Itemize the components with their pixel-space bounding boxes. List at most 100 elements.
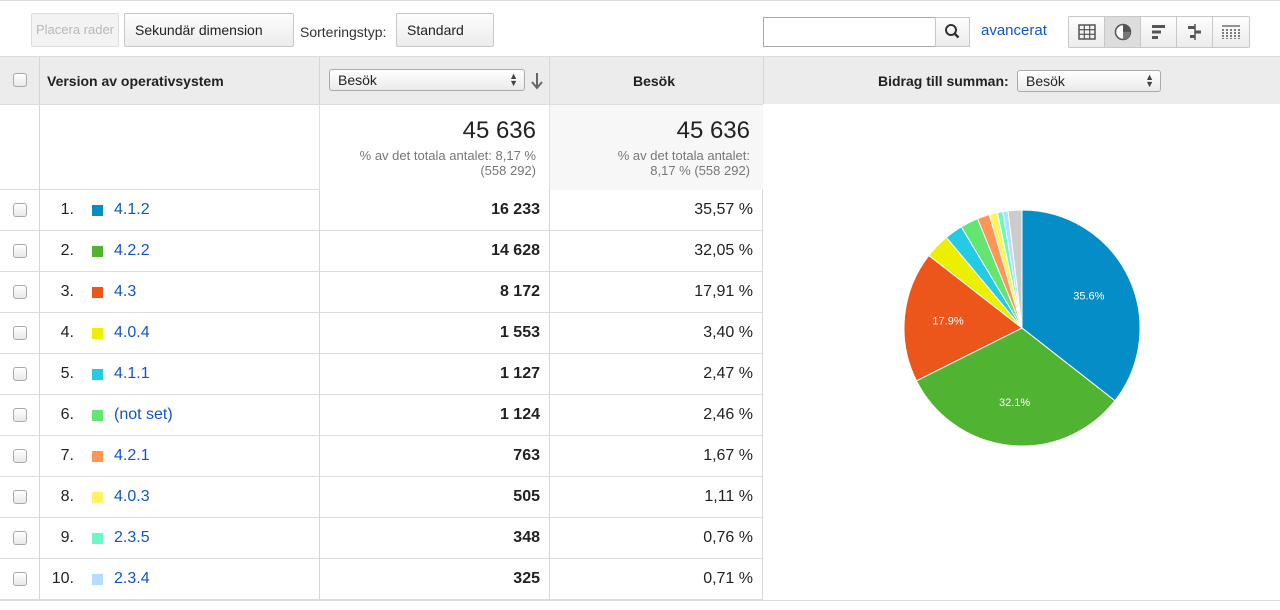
sort-descending-icon[interactable] bbox=[530, 72, 544, 90]
row-checkbox[interactable] bbox=[13, 572, 27, 586]
sort-type-dropdown[interactable]: Standard bbox=[396, 13, 494, 66]
row-number: 4. bbox=[60, 324, 74, 341]
row-number: 6. bbox=[60, 406, 74, 423]
metric-total: 45 636 bbox=[462, 117, 536, 144]
pie-view-button[interactable] bbox=[1105, 17, 1141, 47]
pie-slice[interactable] bbox=[903, 254, 1023, 382]
table-row: 6. (not set) 1 124 2,46 % bbox=[0, 395, 763, 436]
pie-chart: 35.6% 32.1% 17.9% bbox=[903, 209, 1141, 447]
sort-type-label: Sorteringstyp: bbox=[300, 24, 387, 40]
pie-slice-label: 35.6% bbox=[1073, 290, 1104, 302]
pivot-icon bbox=[1222, 25, 1240, 39]
row-label-link[interactable]: 4.1.1 bbox=[114, 365, 150, 382]
series-color-swatch bbox=[92, 246, 103, 257]
row-value: 505 bbox=[513, 488, 540, 505]
search-input[interactable] bbox=[763, 17, 936, 47]
row-value: 16 233 bbox=[491, 201, 540, 218]
table-row: 5. 4.1.1 1 127 2,47 % bbox=[0, 354, 763, 395]
series-color-swatch bbox=[92, 369, 103, 380]
row-checkbox[interactable] bbox=[13, 203, 27, 217]
table-row: 9. 2.3.5 348 0,76 % bbox=[0, 518, 763, 559]
row-label-link[interactable]: 2.3.5 bbox=[114, 529, 150, 546]
row-number: 9. bbox=[60, 529, 74, 546]
row-value: 8 172 bbox=[499, 283, 540, 300]
row-percent: 17,91 % bbox=[694, 283, 753, 300]
metric-select-value: Besök bbox=[338, 72, 377, 88]
updown-arrows-icon: ▲ ▼ bbox=[1145, 72, 1154, 89]
table-view-button[interactable] bbox=[1069, 17, 1105, 47]
row-label-link[interactable]: 4.3 bbox=[114, 283, 137, 300]
row-checkbox[interactable] bbox=[13, 531, 27, 545]
pie-chart-icon bbox=[1114, 23, 1131, 41]
row-checkbox[interactable] bbox=[13, 244, 27, 258]
row-percent: 2,46 % bbox=[703, 406, 753, 423]
row-number: 3. bbox=[60, 283, 74, 300]
pie-slice-label: 32.1% bbox=[999, 397, 1030, 409]
row-value: 14 628 bbox=[491, 242, 540, 259]
row-label-link[interactable]: 4.0.4 bbox=[114, 324, 150, 341]
table-row: 3. 4.3 8 172 17,91 % bbox=[0, 272, 763, 313]
row-checkbox[interactable] bbox=[13, 490, 27, 504]
series-color-swatch bbox=[92, 574, 103, 585]
search-icon bbox=[945, 24, 960, 39]
metric-total-overall: (558 292) bbox=[480, 163, 536, 178]
table-row: 8. 4.0.3 505 1,11 % bbox=[0, 477, 763, 518]
series-color-swatch bbox=[92, 205, 103, 216]
row-checkbox[interactable] bbox=[13, 326, 27, 340]
pie-slice[interactable] bbox=[1007, 209, 1023, 329]
table-row: 10. 2.3.4 325 0,71 % bbox=[0, 559, 763, 600]
contribution-select[interactable]: Besök ▲ ▼ bbox=[1017, 70, 1161, 92]
row-checkbox[interactable] bbox=[13, 367, 27, 381]
place-rows-button[interactable]: Placera rader bbox=[31, 13, 119, 47]
pivot-view-button[interactable] bbox=[1213, 17, 1249, 47]
row-value: 1 127 bbox=[499, 365, 540, 382]
dimension-column-header[interactable]: Version av operativsystem bbox=[47, 73, 224, 89]
series-color-swatch bbox=[92, 287, 103, 298]
series-color-swatch bbox=[92, 410, 103, 421]
row-number: 1. bbox=[60, 201, 74, 218]
bar-chart-icon bbox=[1151, 25, 1165, 39]
table-header: Version av operativsystem Besök ▲ ▼ Besök… bbox=[0, 56, 1280, 105]
table-row: 2. 4.2.2 14 628 32,05 % bbox=[0, 231, 763, 272]
row-percent: 2,47 % bbox=[703, 365, 753, 382]
metric-total-2-overall: 8,17 % (558 292) bbox=[650, 163, 750, 178]
table-row: 4. 4.0.4 1 553 3,40 % bbox=[0, 313, 763, 354]
search-button[interactable] bbox=[935, 17, 970, 47]
pie-slice[interactable] bbox=[915, 327, 1116, 447]
row-number: 10. bbox=[51, 570, 74, 587]
series-color-swatch bbox=[92, 328, 103, 339]
row-percent: 35,57 % bbox=[694, 201, 753, 218]
row-number: 7. bbox=[60, 447, 74, 464]
performance-view-button[interactable] bbox=[1141, 17, 1177, 47]
row-checkbox[interactable] bbox=[13, 408, 27, 422]
row-percent: 0,71 % bbox=[703, 570, 753, 587]
row-label-link[interactable]: 4.2.2 bbox=[114, 242, 150, 259]
row-number: 5. bbox=[60, 365, 74, 382]
metric-column-header[interactable]: Besök bbox=[633, 73, 676, 89]
series-color-swatch bbox=[92, 492, 103, 503]
row-label-link[interactable]: 2.3.4 bbox=[114, 570, 150, 587]
pie-slice[interactable] bbox=[1021, 209, 1141, 402]
row-percent: 1,67 % bbox=[703, 447, 753, 464]
row-percent: 1,11 % bbox=[704, 488, 753, 505]
metric-total-2: 45 636 bbox=[676, 117, 750, 144]
series-color-swatch bbox=[92, 451, 103, 462]
updown-arrows-icon: ▲ ▼ bbox=[509, 71, 518, 88]
row-percent: 0,76 % bbox=[703, 529, 753, 546]
metric-select[interactable]: Besök ▲ ▼ bbox=[329, 69, 525, 91]
row-label-link[interactable]: (not set) bbox=[114, 406, 173, 423]
summary-row: 45 636 % av det totala antalet: 8,17 % (… bbox=[0, 104, 763, 191]
row-label-link[interactable]: 4.0.3 bbox=[114, 488, 150, 505]
metric-total-2-percent: % av det totala antalet: bbox=[617, 148, 750, 163]
toolbar: Placera rader Sekundär dimension Sorteri… bbox=[0, 0, 1280, 66]
comparison-view-button[interactable] bbox=[1177, 17, 1213, 47]
row-checkbox[interactable] bbox=[13, 285, 27, 299]
row-label-link[interactable]: 4.1.2 bbox=[114, 201, 150, 218]
select-all-checkbox[interactable] bbox=[13, 73, 27, 87]
row-value: 1 553 bbox=[499, 324, 540, 341]
advanced-link[interactable]: avancerat bbox=[981, 22, 1047, 39]
row-label-link[interactable]: 4.2.1 bbox=[114, 447, 150, 464]
row-checkbox[interactable] bbox=[13, 449, 27, 463]
row-number: 8. bbox=[60, 488, 74, 505]
secondary-dimension-dropdown[interactable]: Sekundär dimension bbox=[124, 13, 294, 66]
